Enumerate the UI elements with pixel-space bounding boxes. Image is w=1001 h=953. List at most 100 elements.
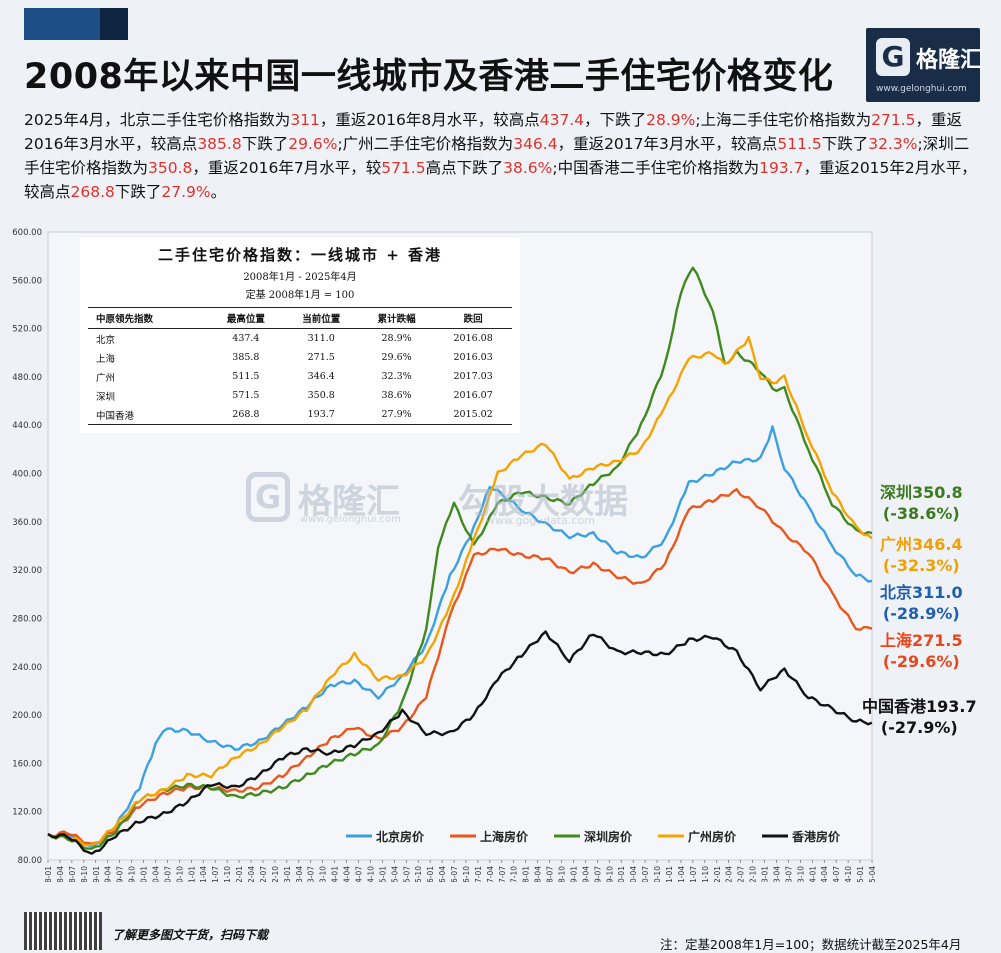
- x-tick-label: 2024-01: [808, 866, 817, 882]
- end-label-change: (-38.6%): [882, 504, 960, 523]
- logo-name: 格隆汇: [916, 48, 983, 73]
- table-header-row: 中原领先指数 最高位置 当前位置 累计跌幅 跌回: [88, 307, 512, 329]
- x-tick-label: 2013-10: [319, 866, 328, 882]
- summary-text: 下跌了: [821, 135, 869, 153]
- table-header-cell: 中原领先指数: [88, 307, 209, 329]
- x-tick-label: 2023-01: [761, 866, 770, 882]
- table-cell: 32.3%: [381, 371, 412, 382]
- x-tick-label: 2019-01: [569, 866, 578, 882]
- x-tick-label: 2014-07: [354, 866, 363, 882]
- x-tick-label: 2021-07: [689, 866, 698, 882]
- table-header-cell: 跌回: [434, 307, 512, 329]
- header-accent-bar-dark: [100, 8, 128, 40]
- x-tick-label: 2019-10: [605, 866, 614, 882]
- highlight-value: 511.5: [777, 135, 822, 153]
- x-tick-label: 2013-01: [283, 866, 292, 882]
- table-cell: 437.4: [232, 333, 260, 344]
- legend-label: 香港房价: [791, 829, 841, 844]
- qr-code[interactable]: [24, 912, 102, 950]
- table-cell: 27.9%: [358, 405, 435, 425]
- x-tick-label: 2011-01: [187, 866, 196, 882]
- y-tick-label: 520.00: [12, 325, 42, 335]
- highlight-value: 271.5: [871, 111, 916, 129]
- series-line-0: [47, 425, 873, 848]
- x-tick-label: 2008-04: [56, 866, 65, 882]
- summary-text: 下跌了: [241, 135, 289, 153]
- summary-paragraph: 2025年4月，北京二手住宅价格指数为311，重返2016年8月水平，较高点43…: [24, 108, 980, 204]
- end-label-name: 广州: [880, 535, 913, 554]
- summary-table: 二手住宅价格指数：一线城市 + 香港 2008年1月 - 2025年4月 定基 …: [80, 238, 520, 433]
- table-cell: 385.8: [232, 352, 260, 363]
- table-cell: 193.7: [283, 405, 359, 425]
- x-tick-label: 2017-07: [498, 866, 507, 882]
- x-tick-label: 2010-01: [140, 866, 149, 882]
- table-subtitle: 2008年1月 - 2025年4月: [243, 272, 357, 283]
- x-tick-label: 2021-01: [665, 866, 674, 882]
- x-tick-label: 2014-04: [343, 866, 352, 882]
- series-line-1: [47, 488, 873, 845]
- series-line-4: [47, 630, 873, 855]
- x-tick-label: 2019-04: [581, 866, 590, 882]
- x-tick-label: 2009-10: [128, 866, 137, 882]
- x-tick-label: 2009-04: [104, 866, 113, 882]
- x-tick-label: 2017-01: [474, 866, 483, 882]
- x-tick-label: 2023-07: [784, 866, 793, 882]
- x-tick-label: 2016-10: [462, 866, 471, 882]
- watermark-url: www.gelonghui.com: [300, 514, 401, 525]
- x-tick-label: 2019-07: [593, 866, 602, 882]
- highlight-value: 32.3%: [868, 135, 918, 153]
- x-tick-label: 2018-04: [534, 866, 543, 882]
- table-cell: 38.6%: [381, 390, 412, 401]
- summary-text: 。: [210, 183, 227, 201]
- table-cell: 571.5: [232, 390, 260, 401]
- table-cell: 511.5: [232, 371, 260, 382]
- x-tick-label: 2015-01: [378, 866, 387, 882]
- summary-text: ，下跌了: [584, 111, 647, 129]
- highlight-value: 38.6%: [503, 159, 553, 177]
- x-tick-label: 2024-07: [832, 866, 841, 882]
- table-row: 中国香港 268.8 193.7 27.9% 2015.02: [88, 405, 512, 425]
- highlight-value: 28.9%: [646, 111, 696, 129]
- table-cell: 深圳: [96, 391, 116, 403]
- end-label-value: 193.7: [926, 697, 977, 716]
- summary-text: ，重返2016年7月水平，较: [192, 159, 382, 177]
- highlight-value: 437.4: [539, 111, 585, 129]
- y-tick-label: 440.00: [12, 421, 42, 431]
- summary-text: ，重返2017年3月水平，较高点: [557, 135, 778, 153]
- x-tick-label: 2024-10: [844, 866, 853, 882]
- end-label-name: 深圳: [880, 483, 913, 502]
- end-label-value: 311.0: [912, 583, 963, 602]
- y-tick-label: 240.00: [12, 663, 42, 673]
- logo-g-icon: G: [876, 38, 910, 76]
- footer-cta: 了解更多图文干货，扫码下载: [112, 928, 269, 942]
- table-cell: 350.8: [307, 390, 335, 401]
- x-tick-label: 2013-07: [307, 866, 316, 882]
- table-cell: 2016.03: [453, 352, 493, 363]
- x-tick-label: 2010-04: [151, 866, 160, 882]
- table-row: 深圳 571.5 350.8 38.6% 2016.07: [88, 386, 512, 405]
- x-tick-label: 2010-07: [163, 866, 172, 882]
- highlight-value: 268.8: [70, 183, 115, 201]
- table-cell: 271.5: [307, 352, 335, 363]
- x-tick-label: 2023-04: [772, 866, 781, 882]
- end-label-value: 271.5: [912, 631, 963, 650]
- x-tick-label: 2022-01: [713, 866, 722, 882]
- highlight-value: 27.9%: [161, 183, 211, 201]
- x-tick-label: 2009-07: [116, 866, 125, 882]
- table-cell: 2016.08: [453, 333, 493, 344]
- y-tick-label: 200.00: [12, 711, 42, 721]
- x-tick-label: 2020-01: [617, 866, 626, 882]
- x-tick-label: 2018-01: [522, 866, 531, 882]
- highlight-value: 193.7: [759, 159, 804, 177]
- x-tick-label: 2023-10: [796, 866, 805, 882]
- x-tick-label: 2011-04: [199, 866, 208, 882]
- watermark-url-2: www.gogudata.com: [486, 514, 595, 527]
- x-tick-label: 2018-10: [558, 866, 567, 882]
- x-tick-label: 2020-07: [641, 866, 650, 882]
- table-header-cell: 当前位置: [283, 307, 359, 329]
- x-tick-label: 2010-10: [175, 866, 184, 882]
- x-tick-label: 2013-04: [295, 866, 304, 882]
- series-end-label: 北京311.0 (-28.9%): [880, 582, 963, 624]
- highlight-value: 29.6%: [288, 135, 338, 153]
- x-tick-label: 2012-10: [271, 866, 280, 882]
